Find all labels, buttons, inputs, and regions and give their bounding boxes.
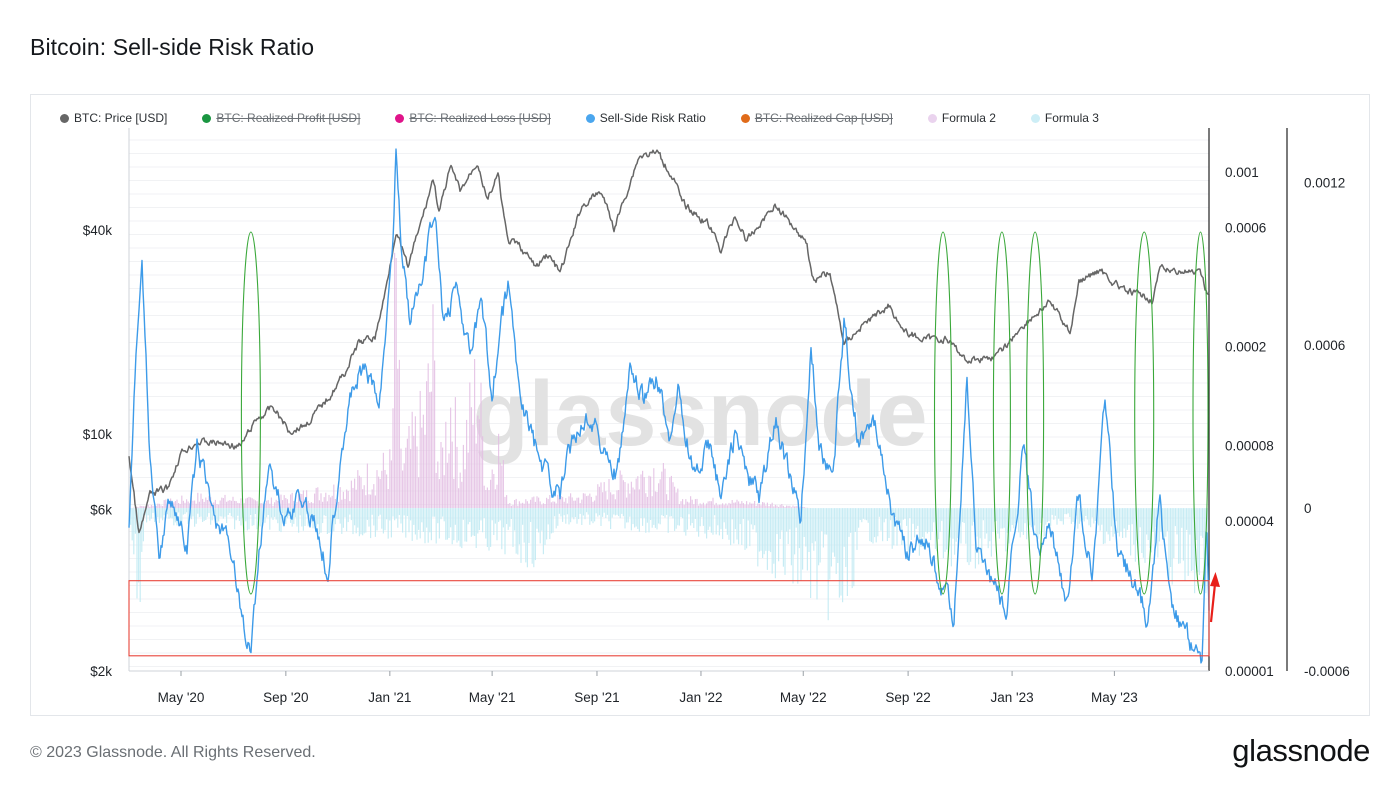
x-axis-tick: Jan '23 [991,690,1034,705]
arrow-head [1210,572,1220,587]
x-axis-tick: Jan '21 [368,690,411,705]
formula3-area [130,508,1209,621]
legend-item-3[interactable]: Sell-Side Risk Ratio [585,111,706,125]
legend-dot [202,113,212,123]
legend-item-2[interactable]: BTC: Realized Loss [USD] [395,111,551,125]
formula-axis-tick: 0.0006 [1304,338,1345,353]
x-axis-tick: Sep '21 [574,690,619,705]
copyright-text: © 2023 Glassnode. All Rights Reserved. [30,744,316,761]
legend-label: Sell-Side Risk Ratio [599,111,706,125]
ratio-axis-tick: 0.001 [1225,165,1259,180]
grid-layer [128,128,1288,672]
ratio-axis-tick: 0.0002 [1225,339,1266,354]
x-axis-tick: May '23 [1091,690,1138,705]
price-axis-tick: $2k [90,664,112,679]
glassnode-logo: glassnode [1232,733,1370,768]
price-axis-tick: $40k [83,223,113,238]
ratio-axis-tick: 0.00008 [1225,439,1274,454]
formula-layer [130,252,1209,621]
legend-dot [60,113,69,123]
highlight-ellipse [1026,231,1045,595]
formula-axis-tick: -0.0006 [1304,664,1350,679]
x-axis-tick: May '20 [158,690,205,705]
legend-item-5[interactable]: Formula 2 [927,111,996,125]
x-axis-tick: Jan '22 [679,690,722,705]
x-axis-tick: Sep '20 [263,690,308,705]
ratio-axis-tick: 0.00001 [1225,664,1274,679]
legend-label: BTC: Realized Profit [USD] [216,111,361,125]
highlight-ellipse [992,231,1011,595]
legend-label: BTC: Realized Cap [USD] [754,111,893,125]
legend-dot [927,113,937,123]
price-line [128,149,1210,534]
legend-item-1[interactable]: BTC: Realized Profit [USD] [202,111,360,125]
x-axis-tick: May '21 [469,690,516,705]
ratio-layer [128,148,1210,664]
ratio-axis-tick: 0.0006 [1225,220,1266,235]
highlight-ellipse [1192,231,1209,595]
legend-dot [740,113,750,123]
legend-dot [1030,113,1040,123]
axis-layer: $2k $6k $10k $40k 0.00001 0.00004 0.00008 0.000… [83,165,1350,705]
annotation-layer [128,231,1220,657]
legend-item-6[interactable]: Formula 3 [1030,111,1099,125]
highlight-ellipse [240,231,261,595]
legend-label: BTC: Realized Loss [USD] [409,111,551,125]
price-axis-tick: $10k [83,427,113,442]
ratio-axis-tick: 0.00004 [1225,514,1274,529]
sell-side-risk-ratio-line [128,148,1210,664]
legend-label: Formula 2 [941,111,996,125]
legend-label: Formula 3 [1044,111,1099,125]
price-axis-tick: $6k [90,502,112,517]
legend-item-0[interactable]: BTC: Price [USD] [60,111,167,125]
watermark: glassnode [472,363,927,465]
legend-item-4[interactable]: BTC: Realized Cap [USD] [740,111,893,125]
highlight-box [128,580,1210,657]
x-axis-tick: Sep '22 [885,690,930,705]
legend: BTC: Price [USD] BTC: Realized Profit [US… [60,111,1099,125]
legend-label: BTC: Price [USD] [74,111,168,125]
legend-dot [585,113,595,123]
legend-dot [395,113,405,123]
x-axis-tick: May '22 [780,690,827,705]
highlight-ellipse [933,231,953,595]
price-layer [128,149,1210,534]
highlight-ellipse [1134,231,1155,595]
formula-axis-tick: 0.0012 [1304,175,1345,190]
formula2-area [130,252,812,509]
formula-axis-tick: 0 [1304,501,1312,516]
arrow-shaft [1209,583,1217,623]
page-title: Bitcoin: Sell-side Risk Ratio [30,34,315,60]
